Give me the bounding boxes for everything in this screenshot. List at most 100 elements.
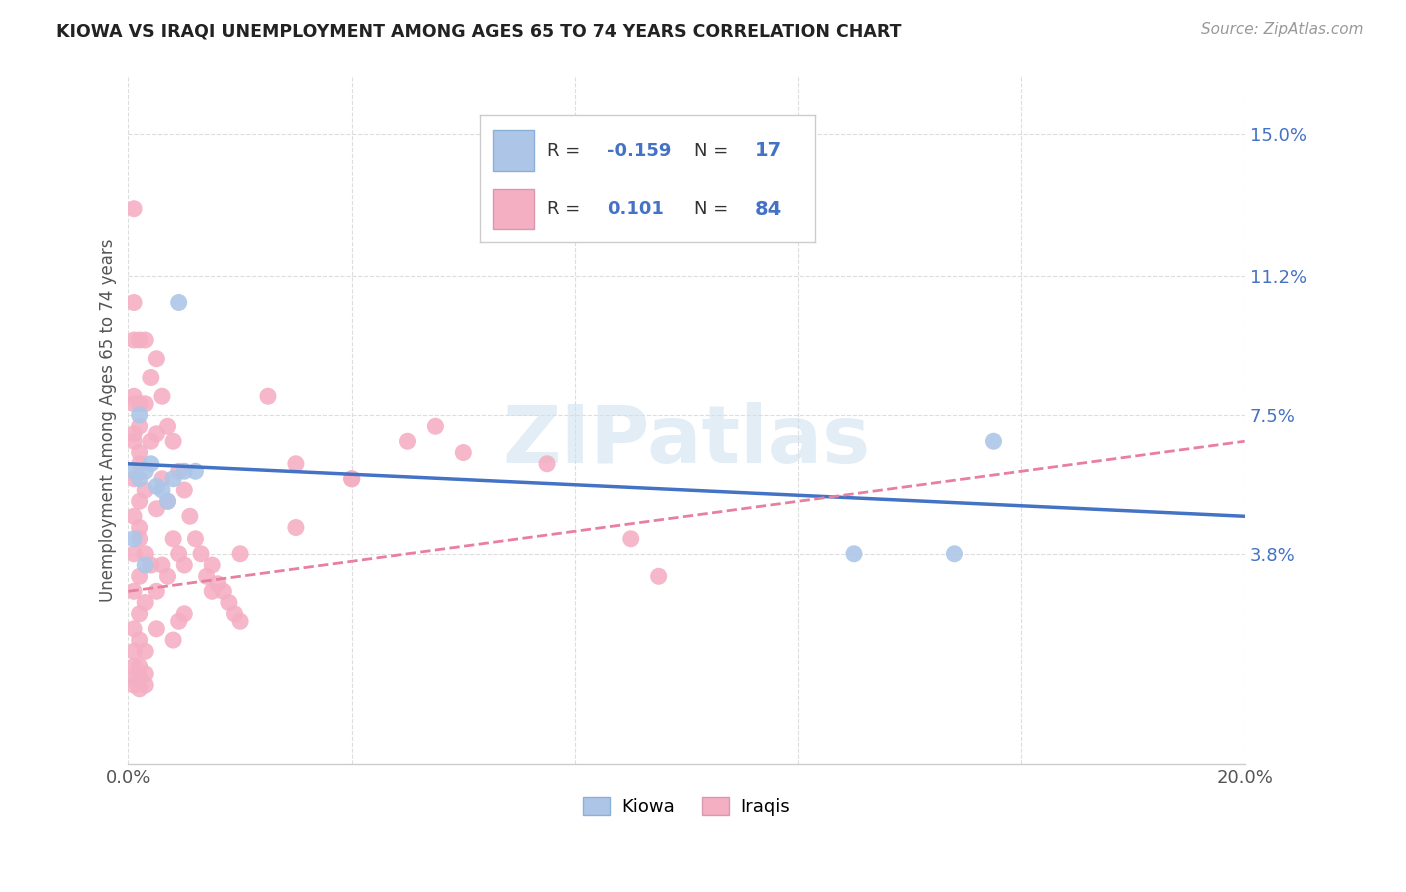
Point bbox=[122, 434, 145, 449]
Point bbox=[167, 295, 190, 310]
Point bbox=[224, 607, 246, 621]
Point bbox=[218, 595, 240, 609]
Point bbox=[284, 520, 307, 534]
Point bbox=[145, 426, 167, 441]
Text: Source: ZipAtlas.com: Source: ZipAtlas.com bbox=[1201, 22, 1364, 37]
Point bbox=[139, 558, 162, 572]
Point bbox=[134, 333, 156, 347]
Point bbox=[134, 666, 156, 681]
Point bbox=[145, 501, 167, 516]
Point bbox=[647, 569, 669, 583]
Point bbox=[340, 472, 363, 486]
Point bbox=[396, 434, 419, 449]
Point bbox=[134, 397, 156, 411]
Point bbox=[134, 678, 156, 692]
Point bbox=[128, 532, 150, 546]
Point bbox=[128, 472, 150, 486]
Point bbox=[139, 434, 162, 449]
Point bbox=[167, 464, 190, 478]
Point bbox=[943, 547, 966, 561]
Legend: Kiowa, Iraqis: Kiowa, Iraqis bbox=[576, 789, 797, 823]
Point bbox=[173, 464, 195, 478]
Point bbox=[167, 615, 190, 629]
Point bbox=[190, 547, 212, 561]
Point bbox=[145, 622, 167, 636]
Point bbox=[128, 397, 150, 411]
Point bbox=[122, 464, 145, 478]
Point bbox=[128, 569, 150, 583]
Point bbox=[212, 584, 235, 599]
Point bbox=[173, 483, 195, 497]
Point bbox=[122, 584, 145, 599]
Point bbox=[128, 419, 150, 434]
Point bbox=[150, 558, 173, 572]
Point bbox=[145, 351, 167, 366]
Point bbox=[134, 595, 156, 609]
Point bbox=[122, 389, 145, 403]
Point bbox=[122, 295, 145, 310]
Point bbox=[842, 547, 865, 561]
Point bbox=[134, 644, 156, 658]
Point bbox=[139, 370, 162, 384]
Point bbox=[122, 202, 145, 216]
Point bbox=[184, 532, 207, 546]
Point bbox=[425, 419, 447, 434]
Point bbox=[128, 659, 150, 673]
Point bbox=[122, 472, 145, 486]
Point bbox=[122, 644, 145, 658]
Point bbox=[156, 494, 179, 508]
Point bbox=[453, 445, 475, 459]
Point bbox=[179, 509, 201, 524]
Point bbox=[983, 434, 1005, 449]
Point bbox=[150, 389, 173, 403]
Point bbox=[201, 584, 224, 599]
Point bbox=[156, 419, 179, 434]
Point bbox=[128, 445, 150, 459]
Point bbox=[122, 532, 145, 546]
Point bbox=[620, 532, 643, 546]
Point bbox=[145, 479, 167, 493]
Point bbox=[536, 457, 558, 471]
Point bbox=[229, 547, 252, 561]
Point bbox=[340, 472, 363, 486]
Point bbox=[128, 408, 150, 422]
Point bbox=[122, 333, 145, 347]
Point bbox=[122, 671, 145, 685]
Point bbox=[162, 532, 184, 546]
Point bbox=[128, 681, 150, 696]
Point bbox=[162, 633, 184, 648]
Point bbox=[156, 494, 179, 508]
Point bbox=[257, 389, 280, 403]
Point bbox=[122, 397, 145, 411]
Point bbox=[150, 472, 173, 486]
Point bbox=[139, 457, 162, 471]
Point bbox=[134, 558, 156, 572]
Text: ZIPatlas: ZIPatlas bbox=[502, 402, 870, 480]
Point bbox=[128, 607, 150, 621]
Point bbox=[128, 633, 150, 648]
Point bbox=[156, 569, 179, 583]
Point bbox=[184, 464, 207, 478]
Point bbox=[134, 483, 156, 497]
Point bbox=[128, 494, 150, 508]
Point bbox=[128, 671, 150, 685]
Point bbox=[145, 584, 167, 599]
Point bbox=[150, 483, 173, 497]
Point bbox=[134, 464, 156, 478]
Point bbox=[128, 457, 150, 471]
Point bbox=[128, 333, 150, 347]
Point bbox=[201, 558, 224, 572]
Point bbox=[122, 678, 145, 692]
Point bbox=[229, 615, 252, 629]
Point bbox=[167, 547, 190, 561]
Point bbox=[122, 659, 145, 673]
Point bbox=[162, 472, 184, 486]
Point bbox=[122, 547, 145, 561]
Point bbox=[162, 434, 184, 449]
Point bbox=[173, 558, 195, 572]
Point bbox=[122, 622, 145, 636]
Point bbox=[195, 569, 218, 583]
Point bbox=[173, 607, 195, 621]
Point bbox=[122, 426, 145, 441]
Point bbox=[207, 576, 229, 591]
